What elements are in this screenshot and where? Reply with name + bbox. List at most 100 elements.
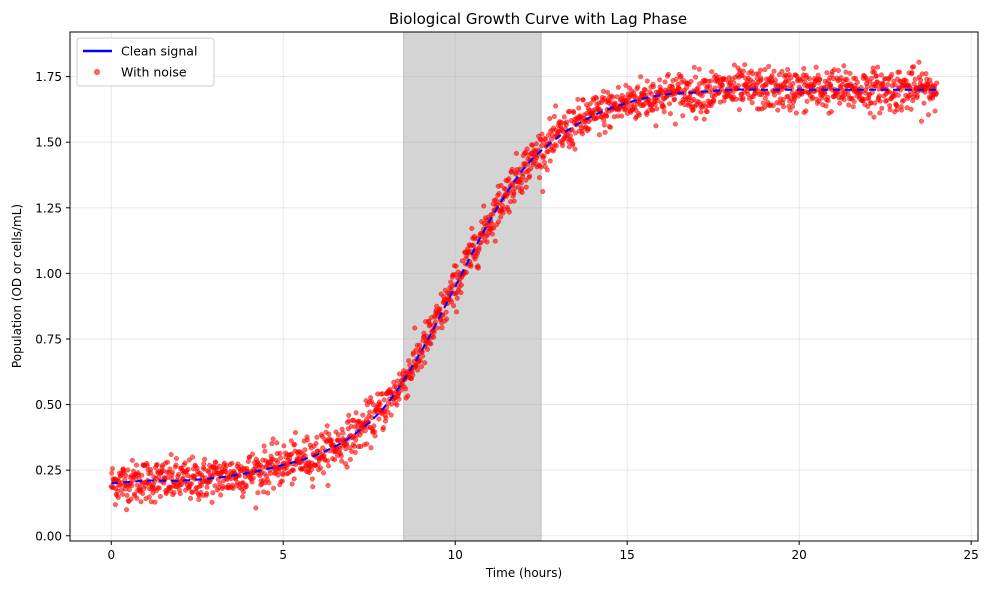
noisy-point — [570, 141, 576, 147]
x-tick-label: 10 — [448, 548, 463, 562]
legend-label-noise: With noise — [121, 65, 187, 80]
noisy-point — [451, 303, 457, 309]
noisy-point — [453, 263, 459, 269]
noisy-point — [209, 499, 215, 505]
noisy-point — [604, 113, 610, 119]
noisy-point — [443, 309, 449, 315]
noisy-point — [140, 490, 146, 496]
noisy-point — [771, 68, 777, 74]
noisy-point — [506, 209, 512, 215]
noisy-point — [662, 79, 668, 85]
noisy-point — [338, 453, 344, 459]
noisy-point — [270, 436, 276, 442]
noisy-point — [406, 358, 412, 364]
noisy-point — [290, 467, 296, 473]
noisy-point — [709, 69, 715, 75]
y-tick-label: 1.00 — [35, 267, 62, 281]
noisy-point — [576, 105, 582, 111]
noisy-point — [764, 91, 770, 97]
noisy-point — [124, 492, 130, 498]
noisy-point — [168, 452, 174, 458]
noisy-point — [865, 103, 871, 110]
noisy-point — [372, 433, 378, 439]
noisy-point — [688, 78, 694, 84]
noisy-point — [667, 101, 673, 107]
noisy-point — [492, 238, 498, 244]
noisy-point — [498, 182, 504, 189]
noisy-point — [708, 78, 714, 84]
noisy-point — [775, 107, 781, 113]
noisy-point — [310, 484, 316, 490]
noisy-point — [740, 68, 747, 74]
noisy-point — [806, 76, 813, 82]
axes-frame — [69, 31, 979, 542]
noisy-point — [325, 463, 332, 469]
noisy-point — [412, 325, 418, 331]
noisy-point — [154, 462, 160, 468]
noisy-point — [148, 470, 154, 476]
noisy-point — [388, 412, 394, 418]
noisy-point — [835, 67, 842, 74]
noisy-point — [933, 90, 939, 97]
noisy-point — [362, 428, 368, 434]
noisy-point — [344, 464, 350, 470]
noisy-point — [653, 123, 659, 129]
noisy-point — [210, 490, 216, 496]
noisy-point — [179, 481, 185, 487]
noisy-point — [302, 447, 308, 453]
noisy-point — [469, 225, 475, 232]
noisy-point — [340, 430, 346, 436]
noisy-point — [109, 470, 115, 476]
y-tick-label: 1.25 — [35, 201, 62, 215]
noisy-point — [602, 129, 608, 135]
y-tick-label: 0.75 — [35, 332, 62, 346]
noisy-point — [846, 102, 852, 108]
noisy-point — [733, 96, 739, 102]
noisy-point — [415, 367, 421, 373]
noisy-point — [139, 472, 145, 478]
noisy-point — [822, 89, 828, 95]
noisy-point — [596, 132, 602, 138]
noisy-point — [186, 457, 192, 463]
noisy-point — [389, 401, 395, 407]
noisy-point — [792, 96, 798, 102]
noisy-point — [380, 425, 386, 431]
noisy-point — [547, 158, 553, 164]
legend-dot-swatch — [94, 69, 101, 76]
noisy-point — [871, 114, 877, 120]
noisy-point — [425, 346, 431, 352]
noisy-point — [171, 490, 177, 496]
noisy-point — [527, 173, 533, 179]
noisy-point — [632, 93, 638, 100]
noisy-point — [253, 505, 259, 511]
y-axis-label: Population (OD or cells/mL) — [10, 204, 24, 368]
noisy-point — [564, 119, 570, 125]
noisy-point — [884, 98, 890, 104]
noisy-point — [481, 203, 487, 209]
noisy-point — [185, 466, 191, 472]
noisy-point — [309, 466, 315, 473]
noisy-point — [876, 93, 882, 99]
noisy-point — [511, 198, 517, 204]
noisy-point — [652, 101, 658, 108]
y-axis: 0.00 0.25 0.50 0.75 1.00 1.25 1.50 1.75 — [35, 70, 70, 543]
noisy-point — [547, 116, 553, 122]
noisy-point — [448, 299, 455, 305]
noisy-point — [428, 341, 434, 347]
noisy-point — [587, 101, 593, 107]
noisy-point — [721, 98, 727, 104]
noisy-point — [803, 108, 809, 114]
noisy-point — [762, 95, 768, 101]
noisy-point — [699, 93, 705, 99]
noisy-point — [918, 118, 925, 124]
noisy-point — [491, 225, 497, 231]
noisy-point — [654, 106, 660, 112]
noisy-point — [567, 133, 574, 139]
noisy-point — [229, 460, 235, 466]
noisy-point — [914, 93, 920, 99]
noisy-point — [518, 180, 524, 186]
noisy-point — [540, 189, 546, 195]
noisy-point — [381, 397, 387, 403]
noisy-point — [770, 103, 776, 109]
